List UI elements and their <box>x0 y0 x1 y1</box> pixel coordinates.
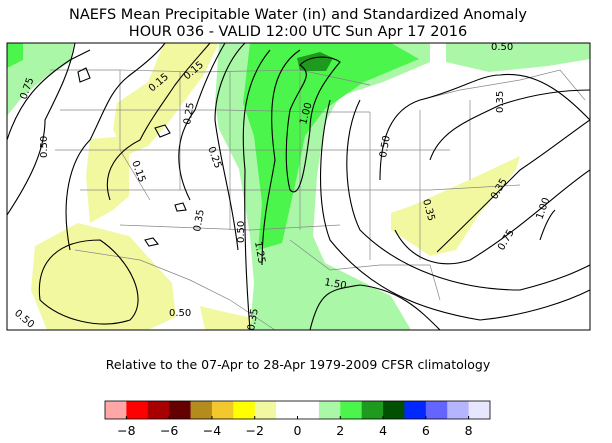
colorbar-cell <box>297 401 320 419</box>
chart-subtitle-valid-time: HOUR 036 - VALID 12:00 UTC Sun Apr 17 20… <box>128 24 468 40</box>
colorbar-cell <box>254 401 277 419</box>
shade-light-green-ne <box>446 43 590 72</box>
contour-line <box>154 124 171 138</box>
colorbar-cell <box>361 401 384 419</box>
colorbar-tick-label: 0 <box>294 423 302 438</box>
colorbar-cell <box>211 401 234 419</box>
contour-label: 0.35 <box>495 91 506 113</box>
colorbar-cell <box>147 401 170 419</box>
colorbar-cell <box>126 401 149 419</box>
colorbar-tick-label: 4 <box>379 423 387 438</box>
colorbar-cell <box>276 401 298 419</box>
contour-label: 1.50 <box>323 277 347 292</box>
contour-line <box>539 209 556 241</box>
colorbar-tick-label: 8 <box>465 423 473 438</box>
anomaly-shading <box>7 43 590 330</box>
contour-line <box>309 284 441 330</box>
colorbar: −8 −6 −4 −2 0 2 4 6 8 <box>104 400 491 438</box>
shade-yellow-mexico <box>200 306 252 330</box>
contour-line <box>346 99 590 291</box>
colorbar-tick-label: −8 <box>117 423 135 438</box>
contour-line <box>436 119 590 253</box>
colorbar-cell <box>468 401 491 419</box>
shade-yellow-nw <box>113 43 219 156</box>
shade-light-green-nw <box>7 43 74 116</box>
colorbar-cell <box>425 401 448 419</box>
contour-line <box>144 237 160 247</box>
contour-label: 0.50 <box>378 135 393 159</box>
contour-label: 0.50 <box>169 308 191 319</box>
contour-labels: 0.50 0.75 0.15 0.15 0.25 0.50 0.15 0.25 … <box>12 42 552 332</box>
colorbar-tick-label: 2 <box>336 423 344 438</box>
chart-title: NAEFS Mean Precipitable Water (in) and S… <box>68 7 527 23</box>
contour-line <box>429 89 590 161</box>
contour-line <box>214 43 246 251</box>
colorbar-tick-label: 6 <box>422 423 430 438</box>
colorbar-cell <box>105 401 127 419</box>
contour-line <box>285 56 341 193</box>
contour-lines <box>7 43 590 330</box>
contour-label: 1.25 <box>252 241 267 265</box>
contour-line <box>394 169 590 265</box>
contour-label: 0.35 <box>192 209 207 233</box>
shade-green <box>243 43 419 250</box>
shade-yellow-east-coast <box>391 156 520 256</box>
colorbar-cell <box>169 401 191 419</box>
contour-line <box>38 239 139 325</box>
contour-line <box>242 49 271 330</box>
colorbar-tick-label: −4 <box>203 423 221 438</box>
colorbar-tick-label: −6 <box>160 423 178 438</box>
colorbar-cell <box>318 401 341 419</box>
contour-line <box>77 67 91 83</box>
climatology-note: Relative to the 07-Apr to 28-Apr 1979-20… <box>105 357 491 372</box>
colorbar-cell <box>233 401 256 419</box>
political-borders <box>50 69 586 330</box>
contour-line <box>174 202 187 212</box>
contour-label: 0.25 <box>182 102 197 126</box>
contour-line <box>319 99 590 321</box>
contour-line <box>65 43 166 251</box>
shade-yellow-sw <box>31 223 176 330</box>
contour-label: 0.50 <box>236 221 247 243</box>
shade-green-nw <box>7 43 23 68</box>
contour-line <box>379 73 590 181</box>
contour-label: 0.50 <box>39 136 50 158</box>
colorbar-cell <box>447 401 469 419</box>
map-frame <box>6 42 591 331</box>
contour-line <box>178 43 226 201</box>
contour-line <box>7 49 91 141</box>
contour-line <box>106 43 211 201</box>
colorbar-tick-label: −2 <box>246 423 264 438</box>
contour-line <box>7 43 76 216</box>
colorbar-cell <box>340 401 362 419</box>
colorbar-cell <box>404 401 427 419</box>
contour-label: 0.35 <box>246 308 261 332</box>
colorbar-cell <box>383 401 405 419</box>
colorbar-cell <box>190 401 213 419</box>
contour-line <box>261 49 301 266</box>
contour-label: 0.50 <box>491 42 513 53</box>
